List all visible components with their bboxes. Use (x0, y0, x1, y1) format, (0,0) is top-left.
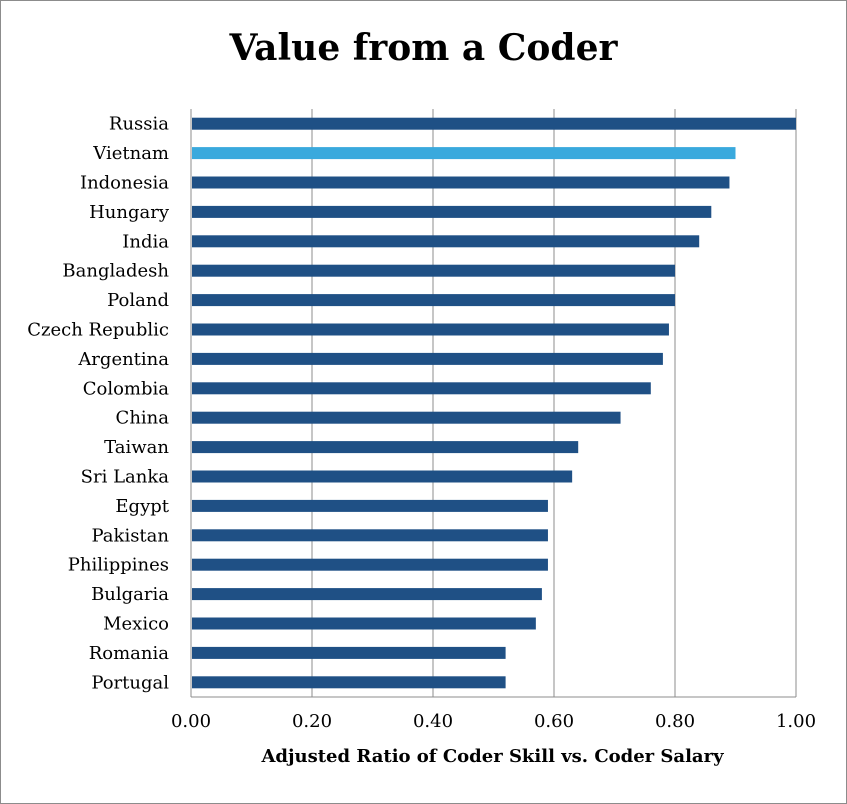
bar-czech-republic (192, 323, 669, 336)
category-label: China (116, 408, 170, 429)
category-label: Hungary (89, 202, 170, 223)
category-label: Czech Republic (27, 320, 169, 341)
bar-bangladesh (192, 264, 675, 277)
axes (190, 109, 796, 698)
bar-argentina (192, 352, 663, 365)
bar-china (192, 411, 621, 424)
bar-vietnam (192, 147, 736, 160)
bar-poland (192, 294, 675, 307)
bar-india (192, 235, 700, 248)
category-label: Pakistan (92, 525, 170, 546)
x-tick-label: 0.20 (292, 711, 332, 732)
category-label: Portugal (91, 672, 169, 693)
bar-sri-lanka (192, 470, 573, 483)
chart-title: Value from a Coder (229, 27, 618, 69)
category-label: Indonesia (80, 173, 169, 194)
bar-colombia (192, 382, 651, 395)
category-label: Philippines (68, 555, 169, 576)
bar-chart: Russia Vietnam Indonesia Hungary India Bangla… (27, 109, 816, 732)
bar-philippines (192, 558, 548, 571)
category-label: Egypt (115, 496, 169, 517)
x-axis-label: Adjusted Ratio of Coder Skill vs. Coder … (261, 746, 724, 767)
bar-portugal (192, 676, 506, 689)
tick-labels: 0.00 0.20 0.40 0.60 0.80 1.00 (171, 711, 816, 732)
bar-taiwan (192, 441, 579, 454)
x-tick-label: 0.80 (655, 711, 695, 732)
bar-pakistan (192, 529, 548, 542)
category-label: Mexico (103, 614, 169, 635)
bar-russia (192, 117, 796, 130)
category-label: Bulgaria (91, 584, 169, 605)
x-tick-label: 0.60 (534, 711, 574, 732)
category-label: Romania (89, 643, 170, 664)
category-label: Vietnam (92, 143, 169, 164)
bar-bulgaria (192, 588, 542, 601)
category-label: Argentina (77, 349, 169, 370)
x-tick-label: 1.00 (776, 711, 816, 732)
bar-egypt (192, 499, 548, 512)
x-tick-label: 0.00 (171, 711, 211, 732)
category-labels: Russia Vietnam Indonesia Hungary India Bangla… (27, 114, 170, 694)
category-label: Sri Lanka (81, 467, 170, 488)
bar-hungary (192, 205, 712, 218)
bars (192, 117, 796, 689)
bar-romania (192, 646, 506, 659)
bar-mexico (192, 617, 536, 630)
gridlines (311, 109, 797, 697)
x-tick-label: 0.40 (413, 711, 453, 732)
category-label: Russia (109, 114, 169, 135)
category-label: Colombia (83, 378, 170, 399)
bar-indonesia (192, 176, 730, 189)
category-label: Bangladesh (62, 261, 169, 282)
category-label: India (122, 231, 169, 252)
category-label: Taiwan (104, 437, 169, 458)
category-label: Poland (107, 290, 169, 311)
